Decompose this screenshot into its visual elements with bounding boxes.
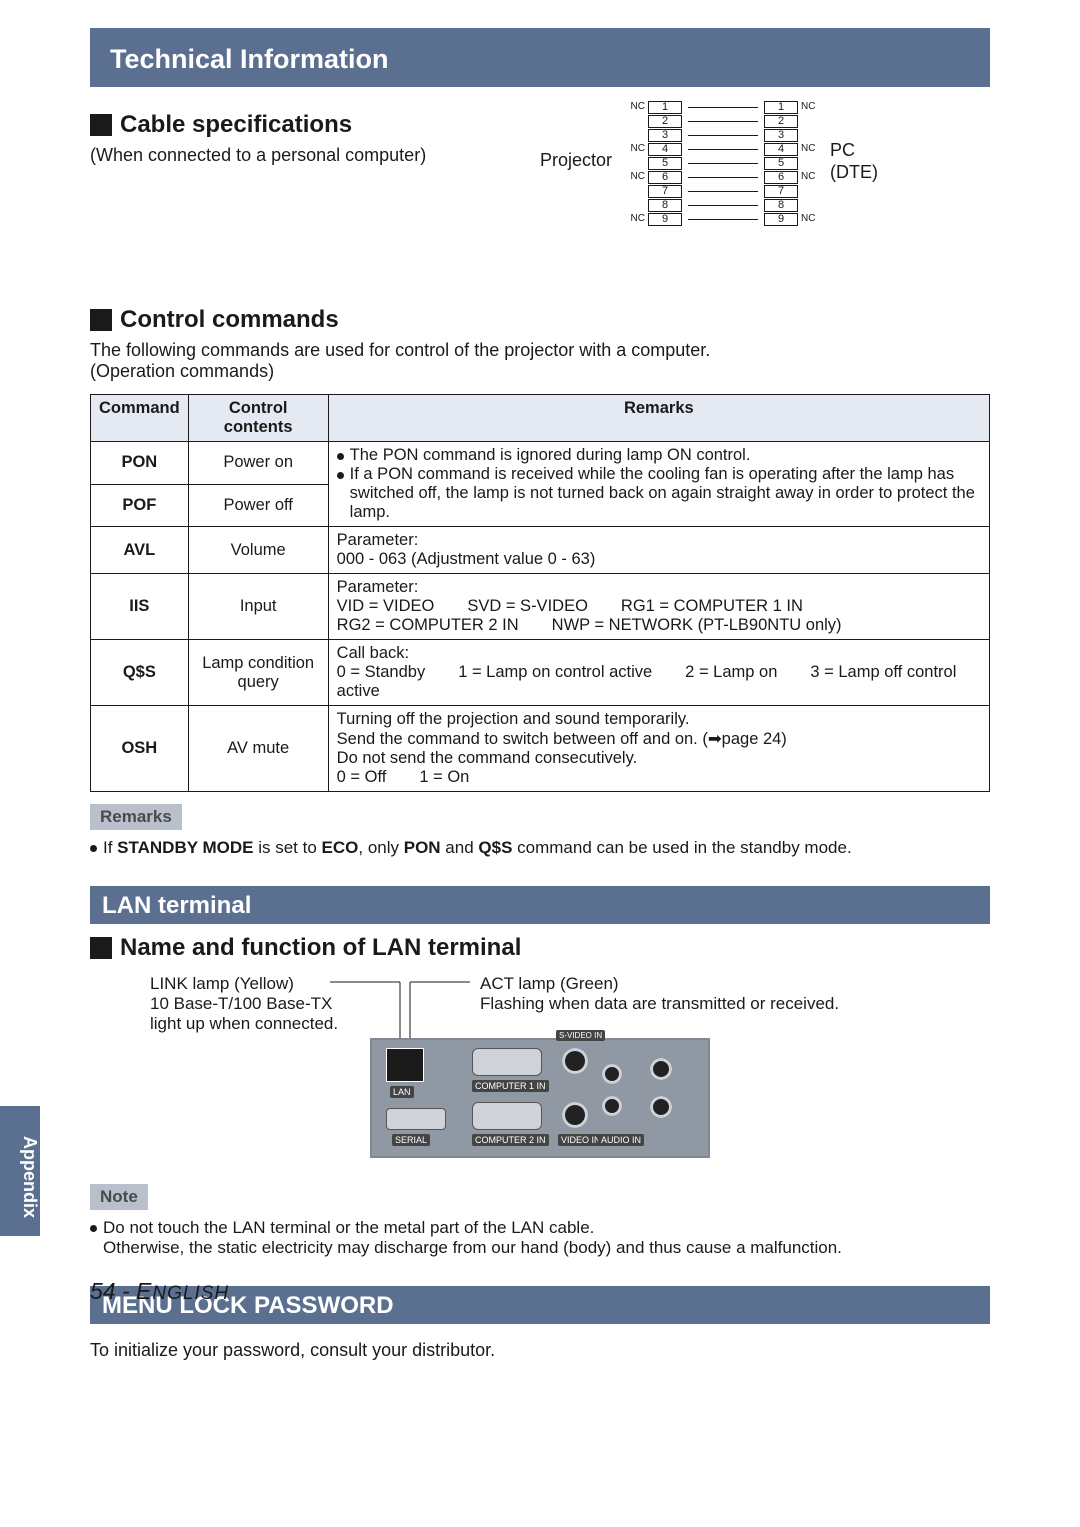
computer1-port-icon	[472, 1048, 542, 1076]
table-cell: Lamp condition query	[188, 640, 328, 706]
table-cell: Input	[188, 574, 328, 640]
serial-port-icon	[386, 1108, 446, 1130]
table-cell: IIS	[91, 574, 189, 640]
control-intro1: The following commands are used for cont…	[90, 340, 990, 361]
table-cell: AV mute	[188, 706, 328, 792]
video-port-icon	[562, 1102, 588, 1128]
note-text: Do not touch the LAN terminal or the met…	[103, 1218, 842, 1258]
pin-row: 33	[626, 128, 820, 142]
th-content: Control contents	[188, 395, 328, 442]
audio-l-port-icon	[602, 1064, 622, 1084]
lan-port-icon	[386, 1048, 424, 1082]
command-table: Command Control contents Remarks PONPowe…	[90, 394, 990, 792]
table-cell: Q$S	[91, 640, 189, 706]
bullet-square-icon	[90, 937, 112, 959]
svideo-label: S-VIDEO IN	[556, 1030, 605, 1041]
comp2-label: COMPUTER 2 IN	[472, 1134, 549, 1146]
side-tab-appendix: Appendix	[0, 1106, 40, 1236]
table-cell: Turning off the projection and sound tem…	[328, 706, 989, 792]
comp1-label: COMPUTER 1 IN	[472, 1080, 549, 1092]
rear-panel-diagram: LAN SERIAL COMPUTER 1 IN COMPUTER 2 IN S…	[370, 1038, 710, 1158]
menu-lock-text: To initialize your password, consult you…	[90, 1340, 990, 1361]
var-audio-port-icon	[650, 1058, 672, 1080]
note-badge: Note	[90, 1184, 148, 1210]
bullet-square-icon	[90, 309, 112, 331]
control-intro2: (Operation commands)	[90, 361, 990, 382]
table-cell: AVL	[91, 527, 189, 574]
audio-r-port-icon	[602, 1096, 622, 1116]
table-cell: Volume	[188, 527, 328, 574]
bullet-square-icon	[90, 114, 112, 136]
table-cell: POF	[91, 484, 189, 527]
comp-audio-port-icon	[650, 1096, 672, 1118]
video-label: VIDEO IN	[558, 1134, 604, 1146]
pin-row: NC99NC	[626, 212, 820, 226]
cable-heading: Cable specifications	[120, 111, 352, 139]
pin-row: 88	[626, 198, 820, 212]
table-cell: PON	[91, 442, 189, 485]
th-remarks: Remarks	[328, 395, 989, 442]
dte-label: (DTE)	[830, 162, 878, 183]
pin-row: 77	[626, 184, 820, 198]
pin-row: NC44NC	[626, 142, 820, 156]
table-cell: Power on	[188, 442, 328, 485]
serial-label: SERIAL	[392, 1134, 430, 1146]
bullet-icon	[90, 845, 97, 852]
cable-pin-diagram: Projector PC (DTE) NC11NC2233NC44NC55NC6…	[540, 100, 990, 240]
remarks-text: If STANDBY MODE is set to ECO, only PON …	[103, 838, 852, 858]
pin-row: NC66NC	[626, 170, 820, 184]
lan-port-label: LAN	[390, 1086, 414, 1098]
table-cell: Power off	[188, 484, 328, 527]
pc-label: PC	[830, 140, 855, 161]
table-cell: Parameter:000 - 063 (Adjustment value 0 …	[328, 527, 989, 574]
bullet-icon	[90, 1225, 97, 1232]
page-footer: 54 - ENGLISH	[90, 1278, 229, 1305]
table-cell: Parameter:VID = VIDEO SVD = S-VIDEO RG1 …	[328, 574, 989, 640]
th-command: Command	[91, 395, 189, 442]
control-heading: Control commands	[120, 306, 339, 334]
section-header: Technical Information	[90, 28, 990, 87]
lan-heading: Name and function of LAN terminal	[120, 934, 521, 962]
table-cell: OSH	[91, 706, 189, 792]
pin-row: 55	[626, 156, 820, 170]
computer2-port-icon	[472, 1102, 542, 1130]
svideo-port-icon	[562, 1048, 588, 1074]
remarks-badge: Remarks	[90, 804, 182, 830]
pin-row: NC11NC	[626, 100, 820, 114]
lan-bar: LAN terminal	[90, 886, 990, 924]
table-cell: Call back:0 = Standby 1 = Lamp on contro…	[328, 640, 989, 706]
projector-label: Projector	[540, 150, 612, 171]
pin-row: 22	[626, 114, 820, 128]
audio-label: AUDIO IN	[598, 1134, 644, 1146]
table-cell: The PON command is ignored during lamp O…	[328, 442, 989, 527]
